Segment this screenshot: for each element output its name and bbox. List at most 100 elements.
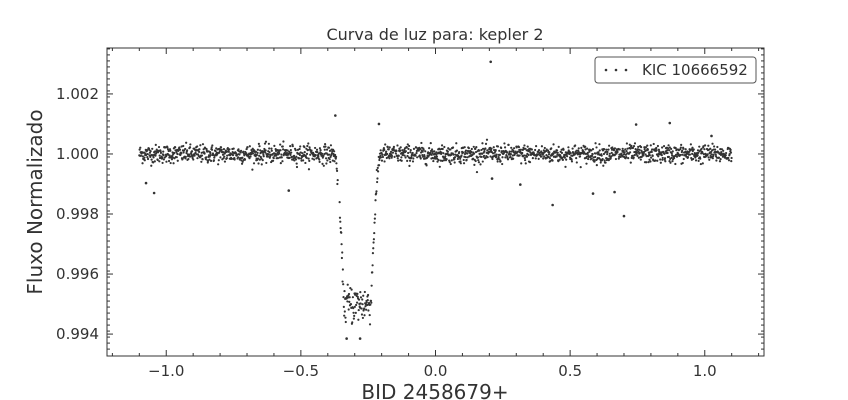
data-point: [308, 159, 311, 163]
data-point: [528, 161, 532, 164]
data-point: [632, 156, 635, 159]
data-point: [343, 314, 346, 317]
data-point: [368, 323, 372, 326]
data-point: [595, 146, 598, 149]
data-point: [436, 160, 439, 163]
data-point: [346, 296, 350, 299]
data-point: [286, 149, 289, 152]
data-point: [374, 199, 377, 202]
data-point: [403, 154, 406, 157]
data-point: [645, 155, 648, 158]
data-point: [319, 149, 322, 152]
data-point: [299, 145, 302, 148]
data-point: [621, 147, 624, 150]
data-point: [519, 148, 523, 151]
data-point: [713, 145, 716, 148]
data-point: [217, 159, 220, 162]
data-point: [340, 256, 343, 260]
data-point: [712, 153, 715, 156]
data-point: [720, 148, 723, 151]
data-point: [339, 227, 342, 230]
data-point: [602, 152, 606, 156]
data-point: [464, 155, 467, 159]
data-point: [509, 155, 512, 159]
data-point: [281, 160, 284, 163]
data-point: [256, 151, 259, 154]
data-point: [380, 159, 384, 162]
data-point: [371, 271, 374, 274]
data-point: [431, 152, 434, 155]
legend: KIC 10666592: [594, 56, 757, 84]
data-point: [556, 151, 559, 154]
data-point: [442, 152, 445, 155]
data-point: [282, 148, 285, 151]
data-point: [655, 146, 658, 150]
data-point: [233, 158, 236, 161]
data-point: [575, 161, 578, 164]
data-point: [352, 311, 355, 314]
data-point: [386, 152, 389, 156]
data-point: [613, 147, 617, 150]
data-point: [409, 151, 412, 154]
data-point: [334, 155, 338, 159]
data-point: [648, 158, 651, 161]
data-point: [445, 158, 448, 161]
data-point: [303, 150, 306, 154]
data-point: [222, 151, 225, 154]
data-point: [154, 154, 157, 157]
data-point: [682, 157, 685, 161]
data-point: [645, 161, 648, 164]
data-point: [586, 147, 589, 150]
data-point: [618, 148, 621, 151]
data-point: [238, 153, 241, 156]
data-point: [622, 153, 626, 156]
data-point: [219, 146, 223, 149]
data-point: [415, 146, 418, 149]
data-point: [639, 158, 642, 161]
data-point: [560, 148, 563, 151]
data-point: [256, 148, 259, 151]
data-point: [499, 160, 502, 163]
data-point: [265, 161, 268, 165]
data-point: [503, 142, 506, 145]
data-point: [647, 161, 650, 164]
data-point: [540, 150, 543, 153]
data-point: [139, 146, 142, 149]
data-point: [668, 160, 671, 163]
data-point: [341, 280, 344, 283]
data-point: [324, 143, 327, 146]
data-point: [405, 146, 408, 149]
data-point: [388, 157, 391, 160]
data-point: [370, 301, 373, 304]
data-point: [357, 318, 360, 321]
data-point: [146, 152, 149, 156]
data-point: [382, 147, 386, 150]
data-point: [189, 143, 192, 146]
data-point: [415, 151, 418, 155]
data-point: [209, 159, 213, 162]
data-point: [281, 145, 284, 148]
data-point: [435, 153, 438, 156]
data-point: [570, 158, 573, 161]
data-point: [638, 148, 641, 151]
data-point: [484, 142, 488, 145]
data-point: [463, 152, 467, 156]
data-point: [467, 147, 470, 150]
data-point: [547, 153, 551, 156]
data-point: [407, 147, 410, 150]
data-point: [444, 155, 447, 158]
data-point: [607, 159, 610, 162]
data-point: [346, 300, 349, 303]
data-point: [481, 160, 484, 163]
data-point: [335, 167, 338, 170]
data-point: [159, 151, 163, 154]
data-point: [668, 146, 671, 149]
data-point: [343, 289, 346, 293]
data-point: [545, 153, 548, 157]
data-point: [375, 192, 378, 195]
data-point: [686, 156, 690, 159]
data-point: [485, 138, 489, 141]
data-point: [363, 314, 366, 317]
data-point: [377, 164, 381, 167]
data-point: [622, 149, 625, 152]
